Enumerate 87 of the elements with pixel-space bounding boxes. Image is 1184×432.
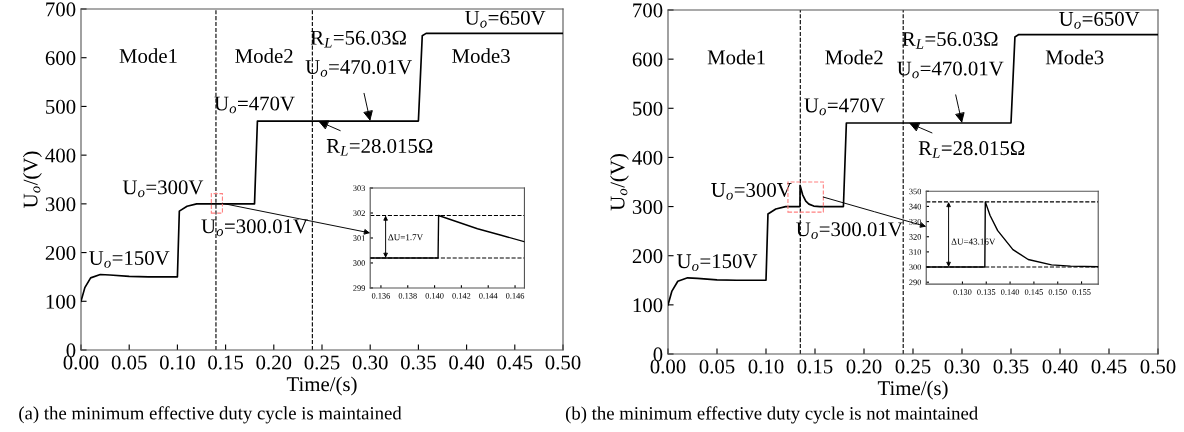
x-tick-label: 0.10 bbox=[159, 355, 195, 370]
y-tick-label: 500 bbox=[633, 101, 663, 116]
y-axis-title: U$_{o}$/(V) bbox=[22, 151, 42, 208]
y-tick-label: 301 bbox=[353, 235, 365, 241]
x-tick-label: 0.25 bbox=[304, 355, 340, 370]
annotation: Mode1 bbox=[707, 49, 765, 65]
x-tick-label: 0.20 bbox=[846, 359, 882, 374]
x-tick-label: 0.35 bbox=[993, 359, 1029, 374]
y-tick-label: 340 bbox=[909, 203, 922, 210]
y-tick-label: 320 bbox=[909, 234, 922, 240]
x-tick-label: 0.140 bbox=[1001, 289, 1020, 295]
y-tick-label: 300 bbox=[909, 264, 922, 271]
annotation: U$_{o}$=470V bbox=[804, 98, 885, 116]
x-tick-label: 0.135 bbox=[977, 289, 996, 295]
annotation: U$_{o}$=470.01V bbox=[305, 59, 412, 77]
x-tick-label: 0.05 bbox=[699, 359, 735, 374]
annotation: U$_{o}$=150V bbox=[676, 254, 758, 271]
y-tick-label: 600 bbox=[45, 51, 76, 66]
x-tick-label: 0.142 bbox=[452, 293, 471, 299]
x-tick-label: 0.140 bbox=[425, 293, 444, 299]
y-tick-label: 100 bbox=[633, 298, 663, 313]
x-tick-label: 0.50 bbox=[545, 355, 581, 370]
annotation: U$_{o}$=300.01V bbox=[201, 219, 308, 237]
y-tick-label: 302 bbox=[353, 210, 365, 216]
y-tick-label: 299 bbox=[353, 285, 365, 291]
x-tick-label: 0.145 bbox=[1024, 289, 1043, 295]
annotation: U$_{o}$=300V bbox=[711, 182, 792, 200]
annotation: U$_{o}$=470V bbox=[214, 96, 295, 114]
annotation: U$_{o}$=150V bbox=[89, 250, 170, 268]
y-tick-label: 400 bbox=[632, 150, 663, 165]
text: (a) the minimum effective duty cycle is maintained bbox=[19, 406, 402, 424]
annotation: U$_{o}$=470.01V bbox=[897, 61, 1004, 79]
x-tick-label: 0.130 bbox=[953, 289, 972, 295]
annotation: Mode2 bbox=[825, 49, 883, 65]
y-tick-label: 300 bbox=[353, 260, 366, 266]
x-tick-label: 0.10 bbox=[748, 359, 784, 374]
text: (b) the minimum effective duty cycle is not maintained bbox=[565, 406, 978, 424]
x-tick-label: 0.05 bbox=[111, 355, 147, 370]
annotation: R$_{L}$=56.03Ω bbox=[902, 32, 998, 49]
annotation: U$_{o}$=650V bbox=[465, 10, 546, 28]
y-tick-label: 350 bbox=[909, 188, 922, 195]
x-tick-label: 0.35 bbox=[400, 355, 436, 370]
x-tick-label: 0.30 bbox=[944, 359, 980, 374]
x-tick-label: 0.45 bbox=[1091, 359, 1127, 374]
annotation: U$_{o}$=300V bbox=[122, 180, 204, 198]
x-tick-label: 0.20 bbox=[256, 355, 292, 370]
x-tick-label: 0.50 bbox=[1140, 359, 1176, 374]
annotation: Mode3 bbox=[1045, 49, 1104, 65]
x-tick-label: 0.138 bbox=[398, 293, 417, 299]
y-tick-label: 500 bbox=[46, 99, 76, 114]
x-tick-label: 0.25 bbox=[895, 359, 931, 374]
y-tick-label: 200 bbox=[45, 245, 76, 260]
annotation: Mode3 bbox=[452, 48, 510, 63]
x-tick-label: 0.150 bbox=[1048, 289, 1067, 295]
x-tick-label: 0.15 bbox=[208, 355, 244, 370]
y-tick-label: 700 bbox=[46, 2, 76, 17]
annotation: U$_{o}$=300.01V bbox=[796, 222, 903, 240]
annotation: R$_{L}$=28.015Ω bbox=[326, 138, 433, 156]
x-tick-label: 0.30 bbox=[352, 355, 388, 370]
annotation: Mode1 bbox=[119, 48, 177, 63]
y-tick-label: 100 bbox=[46, 294, 76, 309]
x-tick-label: 0.15 bbox=[797, 359, 833, 374]
annotation: R$_{L}$=56.03Ω bbox=[310, 30, 406, 48]
x-axis-title: Time/(s) bbox=[877, 380, 948, 400]
y-tick-label: 700 bbox=[633, 3, 663, 18]
y-tick-label: 290 bbox=[909, 279, 922, 286]
x-tick-label: 0.40 bbox=[1042, 359, 1078, 374]
y-tick-label: 400 bbox=[45, 148, 76, 163]
x-tick-label: 0.136 bbox=[371, 293, 391, 299]
x-axis-title: Time/(s) bbox=[286, 376, 357, 396]
annotation: R$_{L}$=28.015Ω bbox=[918, 141, 1025, 158]
x-tick-label: 0.45 bbox=[497, 355, 533, 370]
annotation: ΔU=1.7V bbox=[388, 234, 424, 241]
annotation: Mode2 bbox=[235, 48, 293, 63]
y-tick-label: 600 bbox=[632, 52, 663, 67]
y-tick-label: 303 bbox=[353, 185, 366, 191]
annotation: U$_{o}$=650V bbox=[1059, 11, 1140, 29]
x-tick-label: 0.144 bbox=[479, 293, 498, 299]
x-tick-label: 0.146 bbox=[505, 293, 525, 299]
y-tick-label: 310 bbox=[909, 249, 922, 255]
y-axis-title: U$_{o}$/(V) bbox=[609, 154, 629, 211]
x-tick-label: 0.155 bbox=[1072, 289, 1091, 295]
x-tick-label: 0.40 bbox=[449, 355, 485, 370]
y-tick-label: 200 bbox=[632, 249, 663, 264]
y-tick-label: 330 bbox=[909, 218, 922, 225]
y-tick-label: 300 bbox=[45, 197, 76, 212]
y-tick-label: 300 bbox=[632, 199, 663, 214]
